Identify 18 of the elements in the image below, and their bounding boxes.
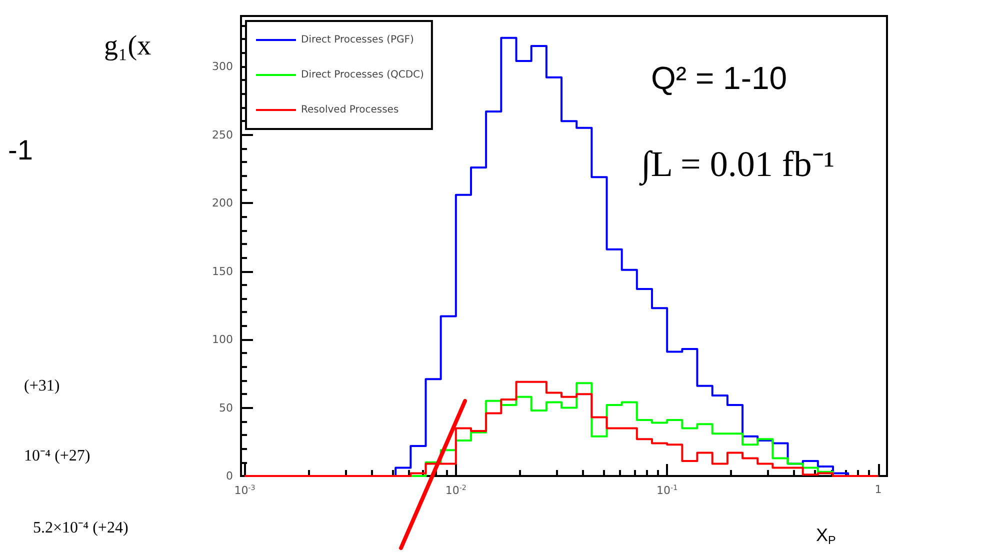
y-tick-label: 0 [226,470,233,482]
annotation: Q² = 1-10 [651,60,788,96]
y-tick-label: 250 [212,128,233,142]
y-tick-label: 150 [212,264,233,278]
legend-label: Resolved Processes [301,104,399,116]
text: (+31) [24,378,60,394]
x-tick-label: 1 [874,483,882,496]
text: -1 [8,134,33,166]
text: 5.2×10⁻⁴ (+24) [33,520,128,536]
text: g₁(x [104,30,152,62]
legend-label: Direct Processes (PGF) [301,34,414,46]
y-tick-label: 300 [212,60,233,74]
y-tick-label: 200 [212,196,233,210]
y-tick-label: 50 [219,401,233,414]
annotation: ∫L = 0.01 fb⁻¹ [639,144,835,186]
y-tick-label: 100 [212,333,233,346]
legend-label: Direct Processes (QCDC) [301,70,424,80]
text: 10⁻⁴ (+27) [24,448,90,464]
